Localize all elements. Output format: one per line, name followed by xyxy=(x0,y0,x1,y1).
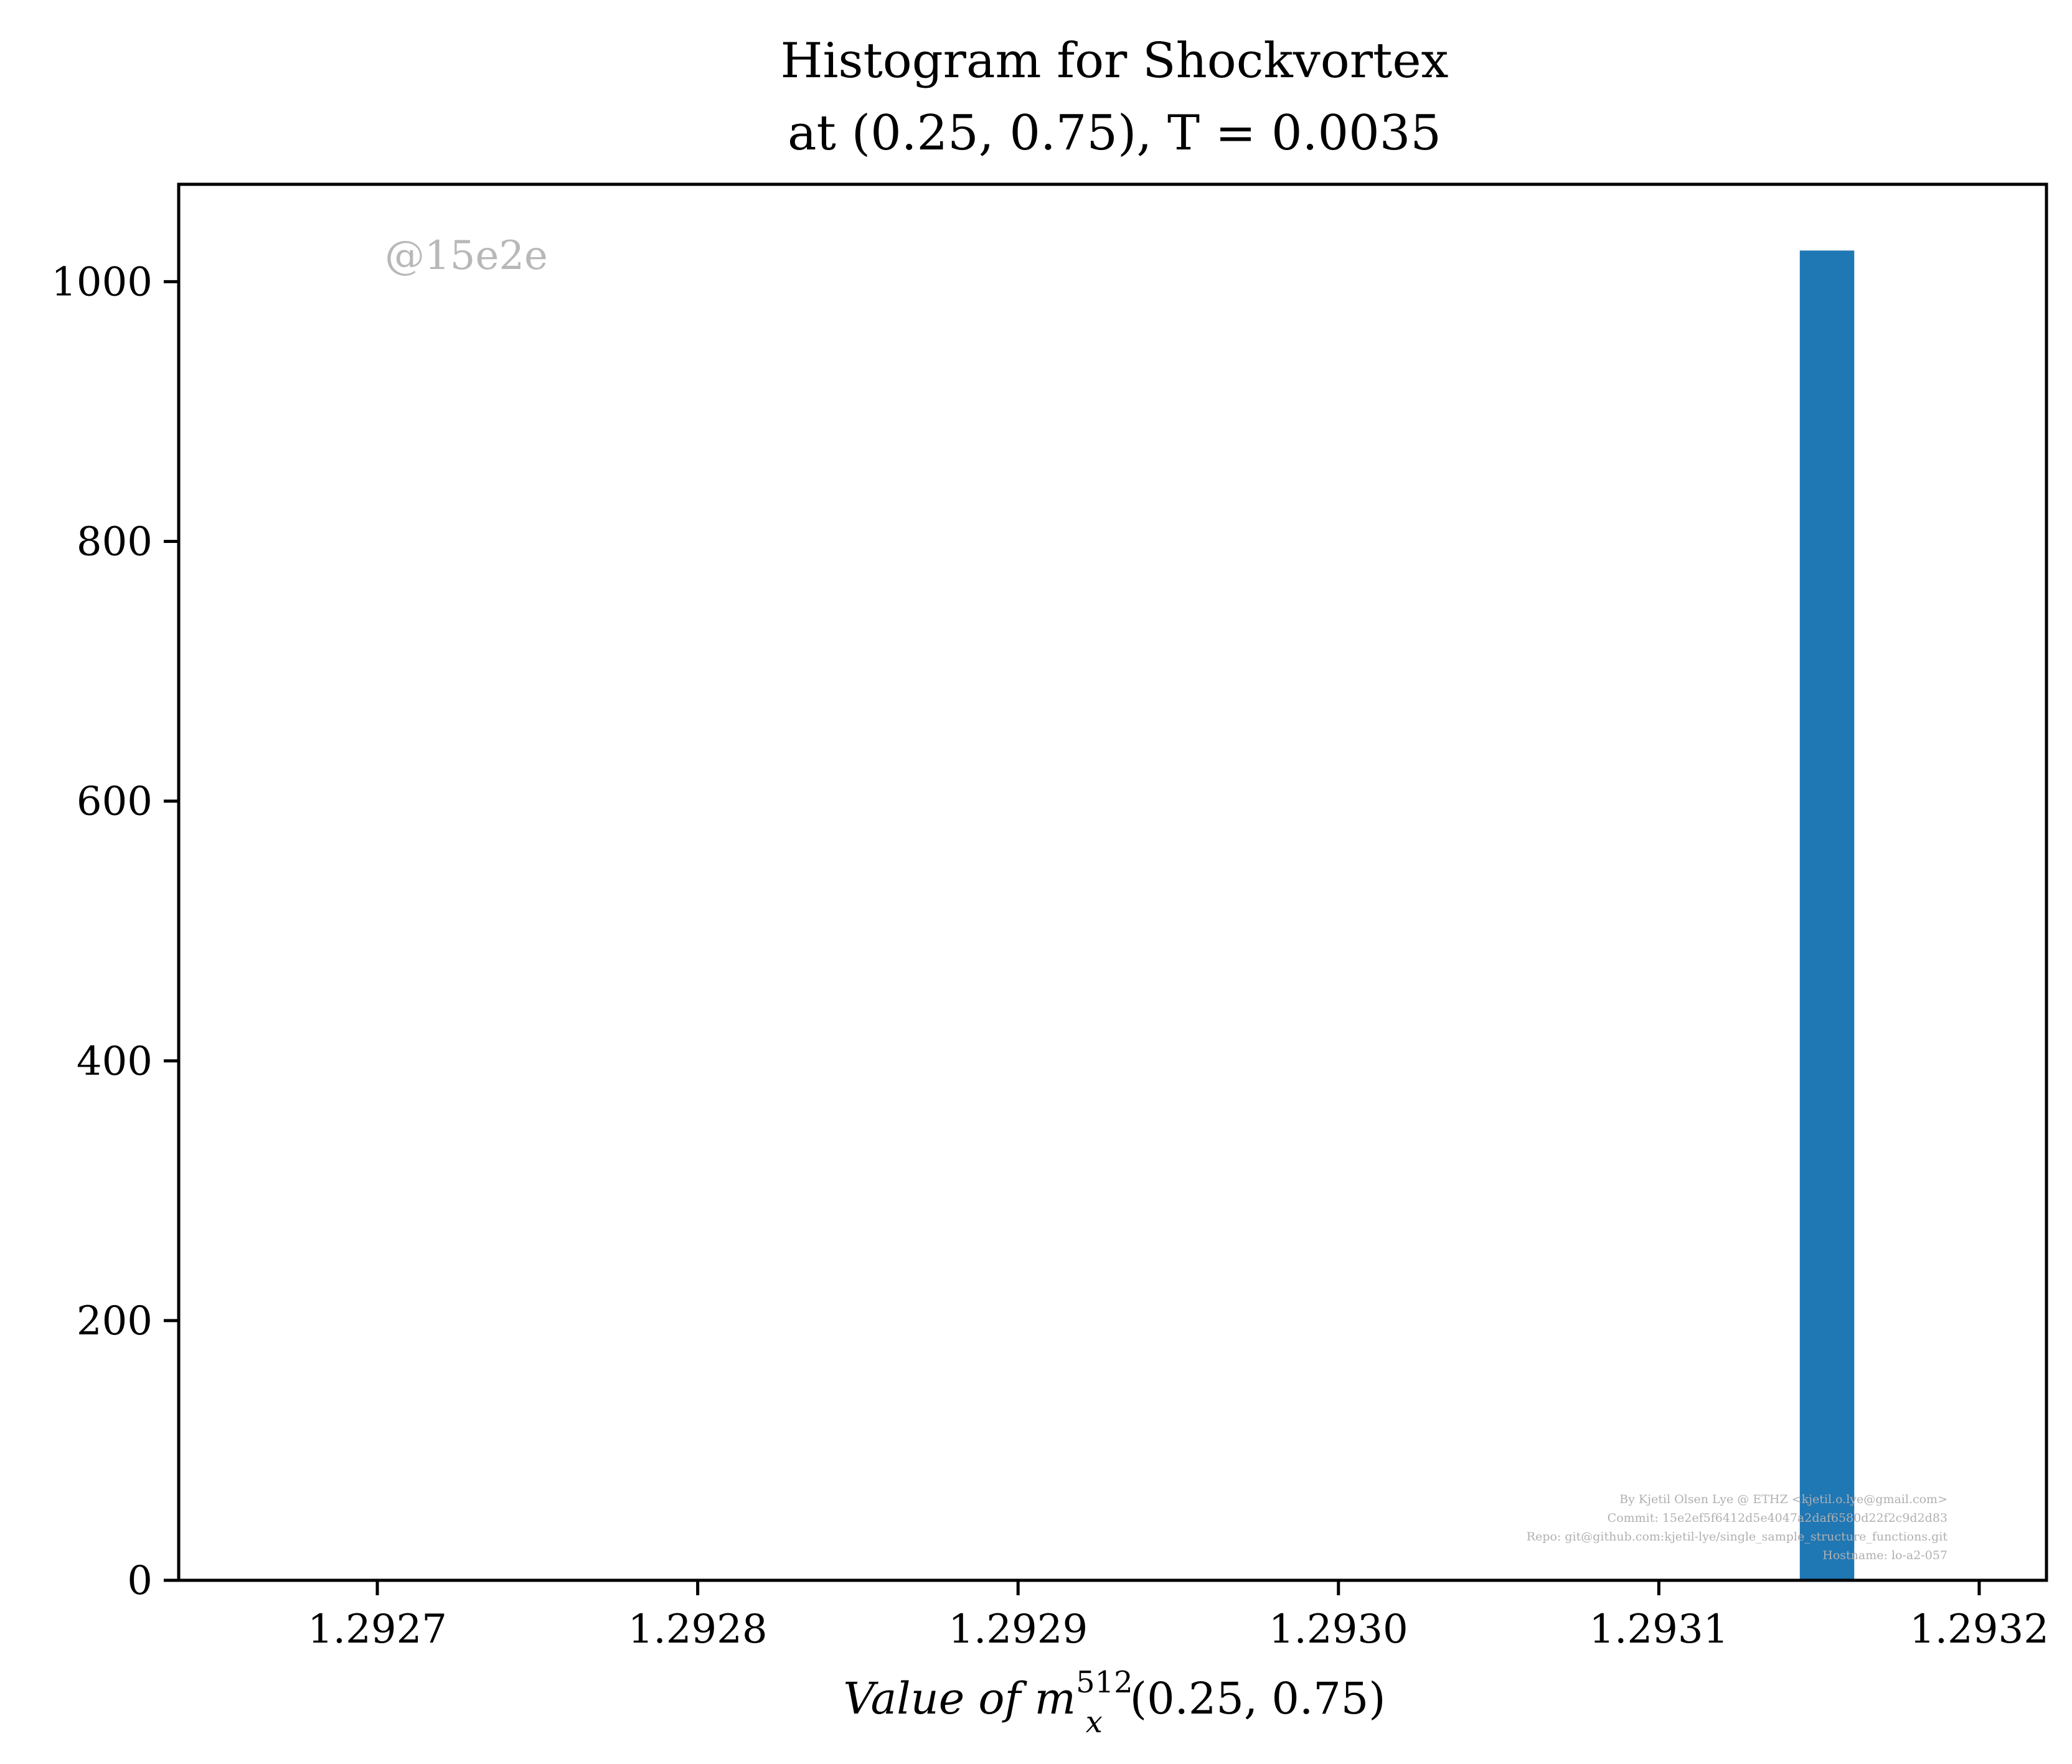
footer-commit: Commit: 15e2ef5f6412d5e4047a2daf6580d22f… xyxy=(1608,1511,1947,1525)
y-tick-label: 800 xyxy=(77,519,153,565)
commit-watermark: @15e2e xyxy=(385,233,548,279)
y-tick-label: 200 xyxy=(77,1298,153,1344)
x-axis-ticks: 1.2927 1.2928 1.2929 1.2930 1.2931 1.2932 xyxy=(308,1580,2049,1653)
footer-hostname: Hostname: lo-a2-057 xyxy=(1822,1549,1947,1562)
x-axis-label: Value of m512 x (0.25, 0.75) xyxy=(843,1665,1385,1740)
x-tick-label: 1.2929 xyxy=(948,1606,1088,1653)
x-tick-label: 1.2931 xyxy=(1589,1606,1728,1653)
chart-title-line1: Histogram for Shockvortex xyxy=(780,33,1448,89)
x-tick-label: 1.2932 xyxy=(1910,1606,2049,1653)
y-tick-label: 1000 xyxy=(51,259,153,305)
x-tick-label: 1.2927 xyxy=(308,1606,447,1653)
plot-frame xyxy=(177,182,2048,1582)
x-tick-label: 1.2928 xyxy=(628,1606,768,1653)
histogram-bar-0 xyxy=(1799,250,1855,1580)
footer-author: By Kjetil Olsen Lye @ ETHZ <kjetil.o.lye… xyxy=(1619,1493,1947,1506)
histogram-bars xyxy=(1799,250,1855,1580)
chart-title-line2: at (0.25, 0.75), T = 0.0035 xyxy=(788,105,1441,161)
y-tick-label: 400 xyxy=(77,1039,153,1085)
x-tick-label: 1.2930 xyxy=(1269,1606,1408,1653)
y-axis-ticks: 0 200 400 600 800 1000 xyxy=(51,259,179,1604)
y-tick-label: 600 xyxy=(77,779,153,825)
y-tick-label: 0 xyxy=(127,1558,153,1604)
footer-repo: Repo: git@github.com:kjetil-lye/single_s… xyxy=(1527,1530,1948,1544)
